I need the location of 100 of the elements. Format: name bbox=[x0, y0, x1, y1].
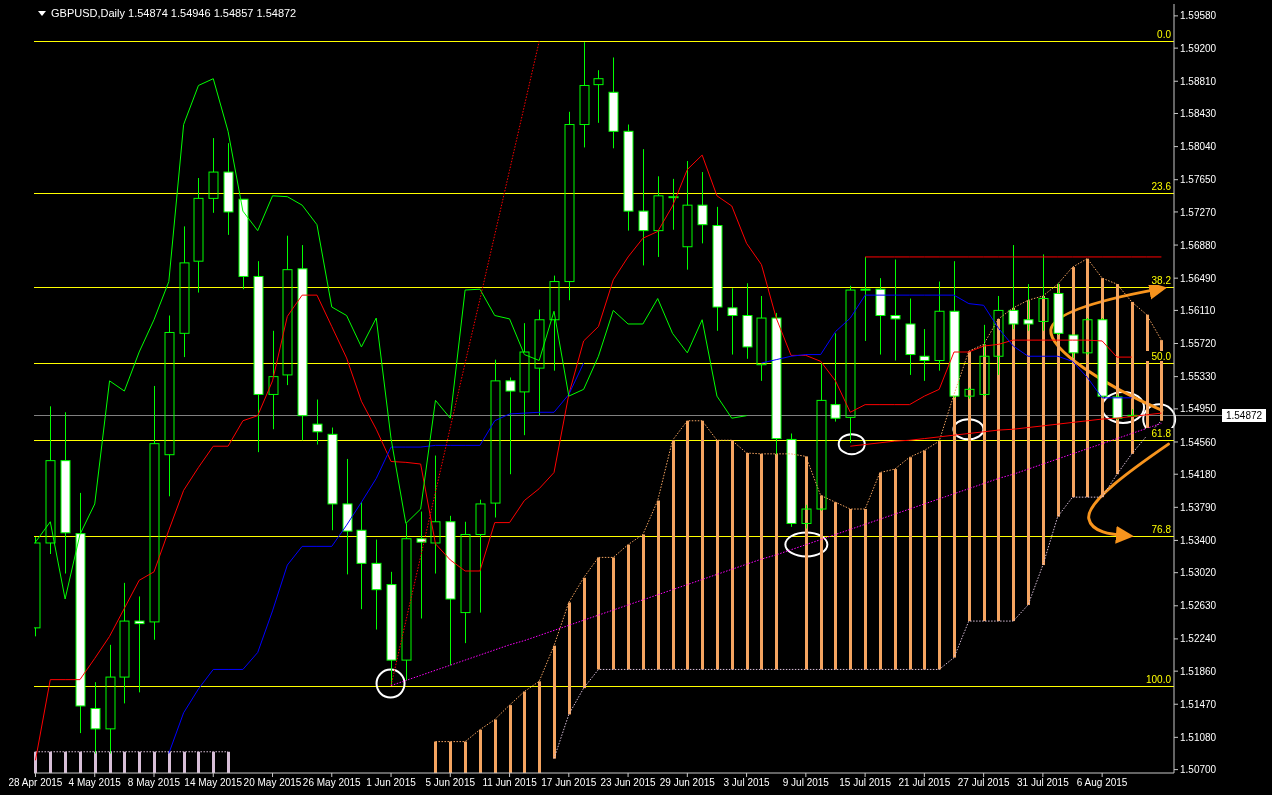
x-tick-label: 1 Jun 2015 bbox=[366, 777, 417, 789]
candlestick bbox=[371, 539, 382, 631]
y-tick-label: 1.56880 bbox=[1180, 239, 1217, 251]
bar bbox=[968, 351, 971, 622]
bar bbox=[864, 509, 867, 670]
candlestick bbox=[979, 324, 990, 397]
candlestick bbox=[1038, 253, 1049, 332]
bar bbox=[627, 544, 630, 670]
chart-title: GBPUSD,Daily 1.54874 1.54946 1.54857 1.54872 bbox=[51, 7, 297, 19]
y-tick-label: 1.56490 bbox=[1180, 272, 1217, 284]
candlestick bbox=[119, 582, 130, 704]
annotation: 100.0 bbox=[1145, 674, 1172, 685]
x-tick-label: 11 Jun 2015 bbox=[482, 777, 538, 789]
candlestick bbox=[1053, 282, 1064, 336]
candlestick bbox=[505, 376, 516, 475]
candlestick bbox=[416, 511, 427, 620]
candlestick bbox=[386, 571, 397, 687]
candlestick bbox=[786, 432, 797, 528]
candlestick bbox=[845, 285, 856, 444]
candlestick bbox=[342, 458, 353, 575]
candlestick bbox=[549, 275, 560, 372]
candlestick bbox=[208, 137, 219, 214]
candlestick bbox=[193, 177, 204, 294]
x-tick-label: 20 May 2015 bbox=[243, 777, 302, 789]
candlestick bbox=[445, 515, 456, 666]
candlestick bbox=[297, 244, 308, 441]
x-tick-label: 8 May 2015 bbox=[127, 777, 181, 789]
x-tick-label: 5 Jun 2015 bbox=[425, 777, 476, 789]
bar bbox=[746, 453, 749, 670]
bar bbox=[805, 456, 808, 670]
y-tick-label: 1.55330 bbox=[1180, 371, 1217, 383]
candlestick bbox=[756, 295, 767, 382]
x-tick-label: 26 May 2015 bbox=[302, 777, 362, 789]
ref-line-label: 1.54872 bbox=[1225, 410, 1263, 421]
x-tick-label: 17 Jun 2015 bbox=[541, 777, 597, 789]
candlestick bbox=[890, 258, 901, 361]
y-tick-label: 1.51080 bbox=[1180, 731, 1217, 743]
candlestick bbox=[712, 206, 723, 332]
y-tick-label: 1.56110 bbox=[1180, 304, 1216, 316]
y-tick-label: 1.58040 bbox=[1180, 141, 1217, 153]
bar bbox=[820, 495, 823, 670]
x-tick-label: 27 Jul 2015 bbox=[957, 777, 1010, 789]
bar bbox=[716, 440, 719, 670]
candlestick bbox=[253, 260, 264, 453]
candlestick bbox=[653, 175, 664, 258]
candlestick bbox=[149, 385, 160, 641]
candlestick bbox=[697, 171, 708, 244]
bar bbox=[879, 472, 882, 670]
bar bbox=[938, 441, 941, 670]
candlestick bbox=[638, 148, 649, 266]
bar bbox=[1042, 295, 1045, 566]
candlestick bbox=[282, 235, 293, 386]
y-tick-label: 1.53020 bbox=[1180, 567, 1217, 579]
annotation: 0.0 bbox=[1157, 29, 1172, 40]
bar bbox=[849, 509, 852, 670]
candlestick bbox=[45, 405, 56, 555]
candlestick bbox=[993, 295, 1004, 376]
x-tick-label: 23 Jun 2015 bbox=[600, 777, 657, 789]
bar bbox=[568, 602, 571, 715]
candlestick bbox=[134, 595, 145, 693]
candlestick bbox=[519, 322, 530, 436]
x-tick-label: 15 Jul 2015 bbox=[839, 777, 892, 789]
y-tick-label: 1.57650 bbox=[1180, 174, 1217, 186]
candlestick bbox=[312, 399, 323, 446]
candlestick bbox=[830, 332, 841, 423]
x-tick-label: 6 Aug 2015 bbox=[1076, 777, 1128, 789]
candlestick bbox=[875, 277, 886, 356]
bar bbox=[834, 502, 837, 670]
annotation: 50.0 bbox=[1151, 351, 1172, 362]
annotation: 76.8 bbox=[1151, 524, 1172, 535]
x-tick-label: 29 Jun 2015 bbox=[659, 777, 716, 789]
y-tick-label: 1.54950 bbox=[1180, 403, 1217, 415]
candlestick bbox=[1082, 317, 1093, 356]
candlestick bbox=[564, 111, 575, 301]
candlestick bbox=[608, 56, 619, 149]
bar bbox=[894, 469, 897, 670]
bar bbox=[686, 420, 689, 670]
candlestick bbox=[1008, 244, 1019, 330]
candlestick bbox=[60, 411, 71, 575]
y-tick-label: 1.58810 bbox=[1180, 75, 1217, 87]
y-tick-label: 1.52240 bbox=[1180, 633, 1217, 645]
y-tick-label: 1.59200 bbox=[1180, 42, 1217, 54]
candlestick bbox=[682, 160, 693, 271]
candlestick bbox=[905, 298, 916, 376]
candlestick bbox=[238, 198, 249, 290]
candlestick bbox=[742, 282, 753, 360]
annotation: 23.6 bbox=[1151, 181, 1172, 192]
candlestick bbox=[356, 501, 367, 610]
candlestick bbox=[475, 499, 486, 614]
candlestick bbox=[579, 41, 590, 148]
candlestick bbox=[223, 142, 234, 236]
candlestick bbox=[268, 330, 279, 430]
x-tick-label: 4 May 2015 bbox=[68, 777, 122, 789]
y-tick-label: 1.57270 bbox=[1180, 206, 1217, 218]
y-tick-label: 1.55720 bbox=[1180, 338, 1217, 350]
y-tick-label: 1.54560 bbox=[1180, 436, 1217, 448]
bar bbox=[657, 500, 660, 670]
candlestick bbox=[179, 225, 190, 358]
candlestick bbox=[668, 178, 679, 231]
bar bbox=[923, 450, 926, 670]
